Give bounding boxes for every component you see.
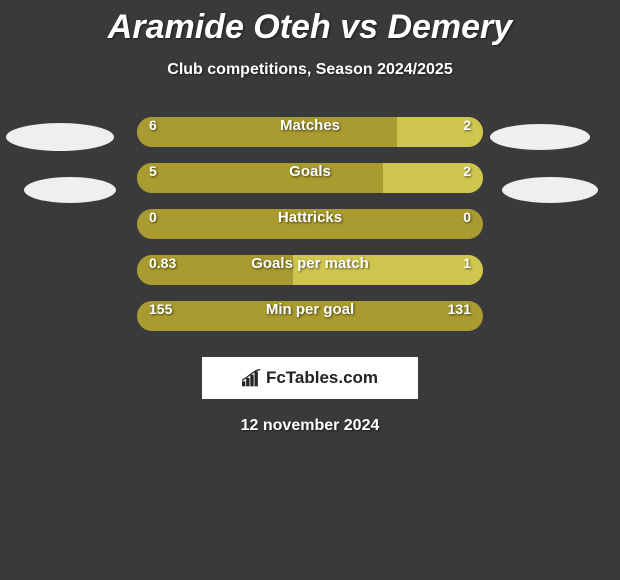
bar-left <box>137 163 383 193</box>
bar-left <box>137 255 293 285</box>
stat-row: 0.831Goals per match <box>0 247 620 293</box>
bar-left <box>137 117 397 147</box>
bar: 52Goals <box>137 163 483 193</box>
subtitle: Club competitions, Season 2024/2025 <box>0 61 620 79</box>
logo-box: FcTables.com <box>202 357 418 399</box>
page-title: Aramide Oteh vs Demery <box>0 0 620 47</box>
logo: FcTables.com <box>242 368 378 388</box>
date-text: 12 november 2024 <box>0 417 620 435</box>
bars-icon <box>242 369 262 387</box>
bar: 62Matches <box>137 117 483 147</box>
bar: 155131Min per goal <box>137 301 483 331</box>
player-ellipse <box>24 177 116 203</box>
bar-right <box>293 255 483 285</box>
player-ellipse <box>490 124 590 150</box>
player-ellipse <box>502 177 598 203</box>
bar-left <box>137 301 483 331</box>
stat-row: 00Hattricks <box>0 201 620 247</box>
player-ellipse <box>6 123 114 151</box>
bar: 0.831Goals per match <box>137 255 483 285</box>
bar-right <box>383 163 483 193</box>
bar-right <box>397 117 484 147</box>
bar-left <box>137 209 483 239</box>
stat-row: 155131Min per goal <box>0 293 620 339</box>
logo-text: FcTables.com <box>266 368 378 388</box>
bar: 00Hattricks <box>137 209 483 239</box>
